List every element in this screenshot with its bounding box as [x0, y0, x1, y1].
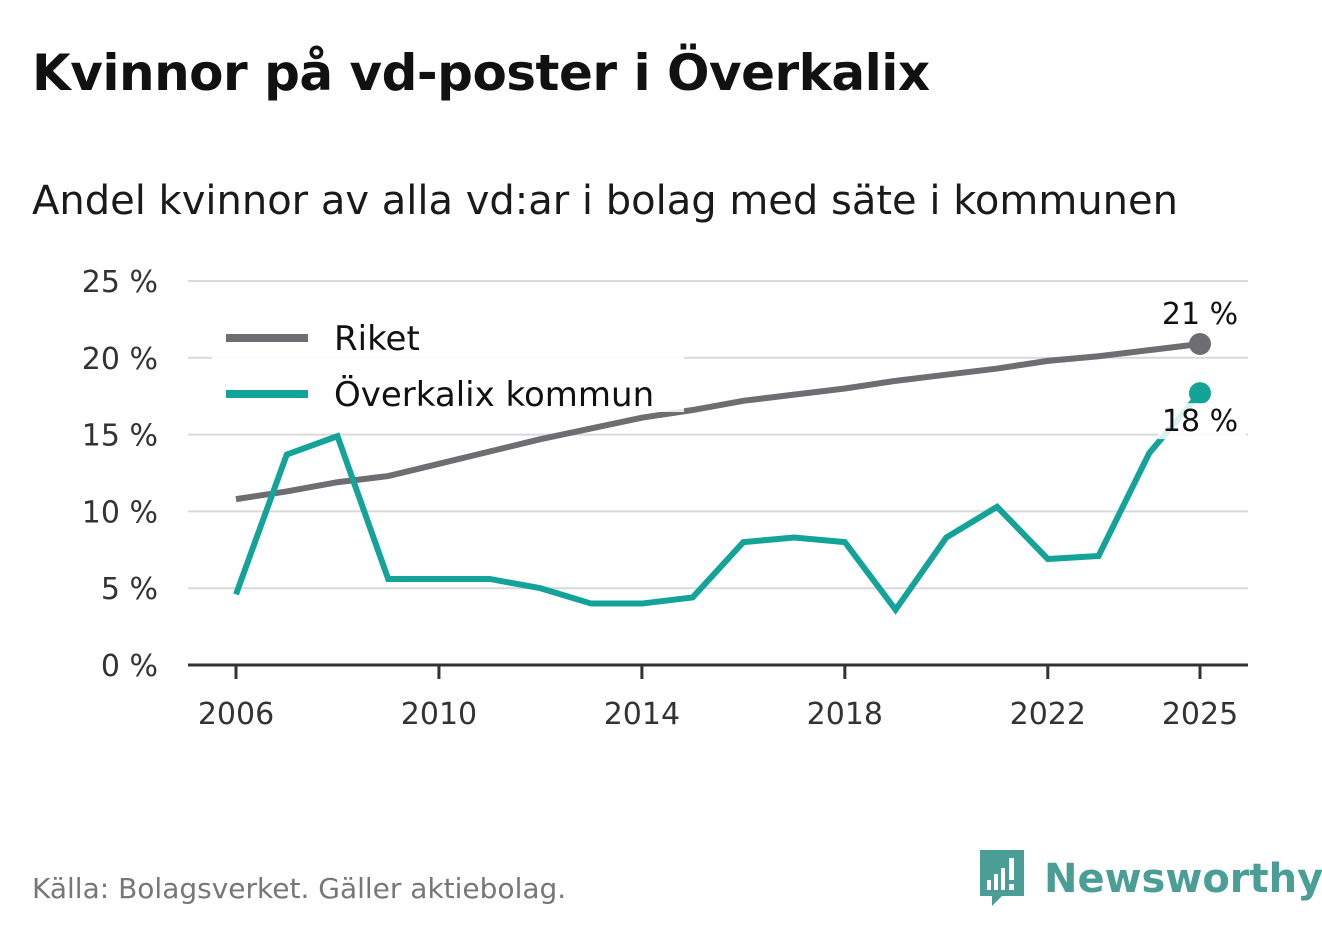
brand-name: Newsworthy [1044, 856, 1322, 902]
series-line-riket [235, 340, 1201, 503]
series-end-point [1189, 332, 1211, 355]
newsworthy-logo-icon [980, 850, 1024, 906]
y-tick-label: 0 % [101, 649, 158, 684]
y-tick-label: 10 % [82, 495, 158, 530]
y-tick-label: 5 % [101, 572, 158, 607]
x-tick-label: 2025 [1162, 697, 1238, 732]
x-tick-label: 2018 [807, 697, 883, 732]
series-end-point [1189, 382, 1211, 405]
x-tick-label: 2010 [401, 697, 477, 732]
x-tick-label: 2014 [604, 697, 680, 732]
legend-backdrop [212, 356, 684, 412]
series-end-label: 18 % [1162, 404, 1238, 439]
source-note: Källa: Bolagsverket. Gäller aktiebolag. [32, 872, 567, 905]
end-label-backdrop [1158, 403, 1246, 440]
y-tick-label: 25 % [82, 265, 158, 300]
brand-logo: Newsworthy [980, 850, 1322, 908]
x-tick-label: 2006 [198, 697, 274, 732]
legend-backdrop [212, 306, 684, 356]
series-line-overkalix [233, 391, 1203, 615]
legend-label: Riket [334, 319, 420, 359]
chart-subtitle: Andel kvinnor av alla vd:ar i bolag med … [32, 178, 1178, 224]
series-end-label: 21 % [1162, 297, 1238, 332]
legend-label: Överkalix kommun [334, 374, 654, 415]
y-tick-label: 15 % [82, 419, 158, 454]
y-tick-label: 20 % [82, 342, 158, 377]
x-tick-label: 2022 [1010, 697, 1086, 732]
chart-title: Kvinnor på vd-poster i Överkalix [32, 44, 930, 102]
